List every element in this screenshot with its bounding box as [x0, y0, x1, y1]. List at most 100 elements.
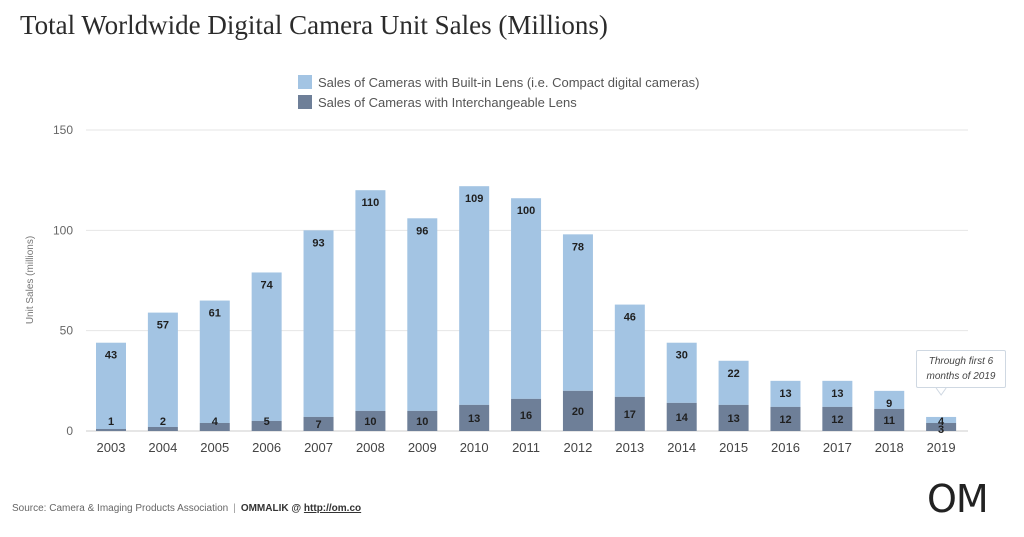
value-label-interchangeable: 20	[572, 406, 584, 418]
x-tick-label: 2015	[719, 440, 748, 455]
bar-interchangeable	[666, 402, 697, 431]
bar-interchangeable	[874, 408, 905, 431]
x-tick-label: 2019	[927, 440, 956, 455]
bar-interchangeable	[770, 406, 801, 431]
bar-built-in	[355, 190, 386, 411]
x-ticks: 2003 2004 2005 2006 2007 2008 2009 2010 2011 2012…	[97, 440, 956, 455]
bar-built-in	[251, 272, 282, 421]
value-label-built-in: 30	[676, 350, 688, 362]
annotation-callout: Through first 6 months of 2019	[916, 350, 1006, 388]
value-label-interchangeable: 2	[160, 416, 166, 428]
bar-interchangeable	[407, 410, 438, 431]
bar-interchangeable	[926, 422, 957, 431]
bar-interchangeable	[355, 410, 386, 431]
bar-interchangeable	[562, 390, 593, 431]
x-tick-label: 2011	[512, 440, 540, 455]
bar-built-in	[407, 218, 438, 411]
value-label-interchangeable: 13	[468, 413, 480, 425]
x-tick-label: 2017	[823, 440, 852, 455]
legend-swatch-built-in	[298, 75, 312, 89]
bar-built-in	[511, 198, 542, 399]
annotation-line-2: months of 2019	[926, 371, 996, 382]
bar-built-in	[666, 342, 697, 403]
value-label-interchangeable: 13	[727, 413, 739, 425]
value-label-built-in: 74	[261, 279, 274, 291]
value-label-interchangeable: 10	[364, 416, 376, 428]
bar-interchangeable	[822, 406, 853, 431]
bar-built-in	[199, 300, 230, 423]
bar-interchangeable	[96, 428, 126, 431]
value-label-built-in: 93	[312, 237, 324, 249]
value-label-interchangeable: 4	[938, 416, 945, 428]
x-tick-label: 2010	[460, 440, 489, 455]
bar-built-in	[147, 312, 178, 427]
value-label-built-in: 43	[105, 350, 117, 362]
value-label-built-in: 3	[938, 424, 944, 436]
bar-built-in	[303, 230, 334, 417]
bar-interchangeable	[718, 404, 749, 431]
value-label-built-in: 57	[157, 320, 169, 332]
x-tick-label: 2012	[563, 440, 592, 455]
footer-link[interactable]: http://om.co	[303, 503, 362, 514]
bar-interchangeable	[459, 404, 490, 431]
y-tick-label: 150	[53, 123, 73, 137]
bar-built-in	[718, 360, 749, 405]
bars	[96, 186, 957, 431]
value-label-built-in: 13	[779, 388, 791, 400]
y-tick-label: 100	[53, 223, 73, 237]
value-label-built-in: 22	[727, 368, 739, 380]
bar-built-in	[822, 380, 853, 407]
bar-built-in	[96, 342, 126, 429]
bar-built-in	[874, 390, 905, 409]
annotation-pointer	[935, 387, 947, 396]
value-label-built-in: 78	[572, 241, 584, 253]
chart-title: Total Worldwide Digital Camera Unit Sale…	[20, 10, 608, 40]
value-label-interchangeable: 14	[676, 412, 689, 424]
value-label-interchangeable: 17	[624, 409, 636, 421]
x-tick-label: 2006	[252, 440, 281, 455]
bar-built-in	[926, 416, 957, 423]
value-label-built-in: 109	[465, 193, 483, 205]
value-labels: 4315726147459371101096101091310016782046…	[105, 193, 947, 436]
value-label-built-in: 61	[209, 308, 221, 320]
annotation-line-1: Through first 6	[928, 356, 994, 367]
x-tick-label: 2016	[771, 440, 800, 455]
value-label-built-in: 9	[886, 398, 892, 410]
bar-built-in	[562, 234, 593, 391]
bar-interchangeable	[251, 420, 282, 431]
value-label-interchangeable: 7	[315, 419, 321, 431]
bar-interchangeable	[303, 416, 334, 431]
value-label-interchangeable: 5	[264, 416, 270, 428]
x-tick-label: 2013	[615, 440, 644, 455]
value-label-built-in: 46	[624, 312, 636, 324]
x-tick-label: 2003	[97, 440, 126, 455]
x-tick-label: 2009	[408, 440, 437, 455]
bar-built-in	[770, 380, 801, 407]
value-label-interchangeable: 16	[520, 410, 532, 422]
footer-separator: |	[233, 503, 236, 514]
x-tick-label: 2014	[667, 440, 696, 455]
value-label-built-in: 100	[517, 205, 535, 217]
value-label-interchangeable: 12	[831, 414, 843, 426]
legend-label-interchangeable: Sales of Cameras with Interchangeable Le…	[318, 95, 577, 110]
om-logo: OM	[927, 477, 989, 521]
x-tick-label: 2018	[875, 440, 904, 455]
source-text: Source: Camera & Imaging Products Associ…	[12, 503, 229, 514]
grid: 0 50 100 150	[53, 123, 968, 438]
value-label-interchangeable: 12	[779, 414, 791, 426]
value-label-built-in: 13	[831, 388, 843, 400]
x-tick-label: 2008	[356, 440, 385, 455]
footer-brand: OMMALIK @	[240, 503, 302, 514]
y-tick-label: 50	[60, 324, 74, 338]
legend-swatch-interchangeable	[298, 95, 312, 109]
y-tick-label: 0	[66, 424, 73, 438]
value-label-interchangeable: 11	[883, 415, 895, 427]
value-label-built-in: 110	[362, 197, 380, 209]
source-footer: Source: Camera & Imaging Products Associ…	[12, 503, 361, 514]
x-tick-label: 2004	[148, 440, 177, 455]
bar-interchangeable	[199, 422, 230, 431]
value-label-built-in: 96	[416, 225, 428, 237]
x-tick-label: 2005	[200, 440, 229, 455]
legend: Sales of Cameras with Built-in Lens (i.e…	[298, 75, 699, 110]
